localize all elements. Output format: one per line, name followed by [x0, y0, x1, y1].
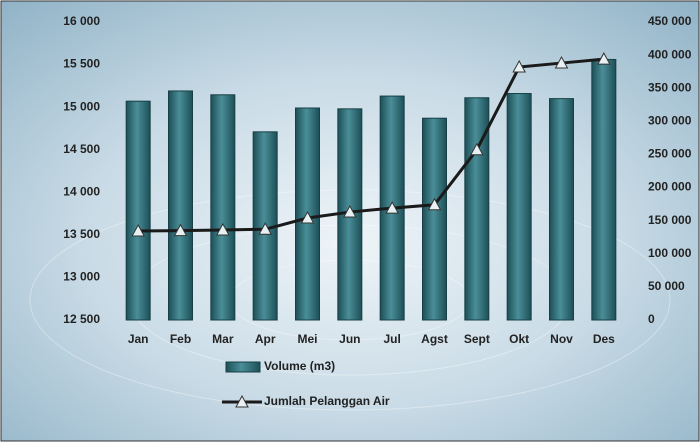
x-tick-label: Des [593, 332, 615, 346]
y-tick-label: 16 000 [63, 14, 100, 28]
y2-tick-label: 50 000 [648, 279, 685, 293]
x-tick-label: Jan [128, 332, 149, 346]
x-tick-label: Agst [421, 332, 448, 346]
legend-label: Jumlah Pelanggan Air [264, 394, 390, 408]
y2-tick-label: 350 000 [648, 80, 692, 94]
x-tick-label: Sept [464, 332, 490, 346]
x-tick-label: Feb [170, 332, 191, 346]
y2-tick-label: 0 [648, 312, 655, 326]
bar [423, 118, 447, 320]
y-tick-label: 12 500 [63, 312, 100, 326]
bar [550, 99, 574, 320]
x-tick-label: Mei [297, 332, 317, 346]
bar [169, 91, 193, 320]
legend-swatch [226, 362, 260, 372]
y2-tick-label: 200 000 [648, 180, 692, 194]
y2-tick-label: 450 000 [648, 14, 692, 28]
y-tick-label: 13 000 [63, 270, 100, 284]
y2-tick-label: 150 000 [648, 213, 692, 227]
y2-tick-label: 400 000 [648, 47, 692, 61]
bar [211, 95, 235, 320]
x-tick-label: Mar [212, 332, 234, 346]
bar [507, 94, 531, 320]
y-tick-label: 14 500 [63, 142, 100, 156]
legend-label: Volume (m3) [264, 359, 335, 373]
y2-tick-label: 100 000 [648, 246, 692, 260]
y-tick-label: 15 500 [63, 57, 100, 71]
chart: 12 500 13 000 13 500 14 000 14 500 15 000 15 5… [0, 0, 700, 442]
x-tick-label: Apr [255, 332, 276, 346]
y2-tick-label: 250 000 [648, 147, 692, 161]
y2-tick-label: 300 000 [648, 114, 692, 128]
bar [126, 101, 150, 320]
bar [592, 59, 616, 320]
x-tick-label: Jul [383, 332, 400, 346]
y-tick-label: 13 500 [63, 227, 100, 241]
x-tick-label: Okt [509, 332, 529, 346]
y-tick-label: 15 000 [63, 99, 100, 113]
x-tick-label: Nov [550, 332, 573, 346]
x-tick-label: Jun [339, 332, 360, 346]
y-tick-label: 14 000 [63, 184, 100, 198]
